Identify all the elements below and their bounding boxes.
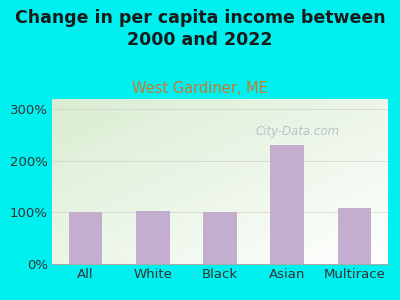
Text: Change in per capita income between
2000 and 2022: Change in per capita income between 2000…: [15, 9, 385, 49]
Bar: [203, 212, 237, 264]
Text: City-Data.com: City-Data.com: [255, 125, 339, 139]
Text: West Gardiner, ME: West Gardiner, ME: [132, 81, 268, 96]
Bar: [136, 211, 170, 264]
Bar: [338, 208, 371, 264]
Bar: [270, 146, 304, 264]
Bar: [69, 212, 102, 264]
